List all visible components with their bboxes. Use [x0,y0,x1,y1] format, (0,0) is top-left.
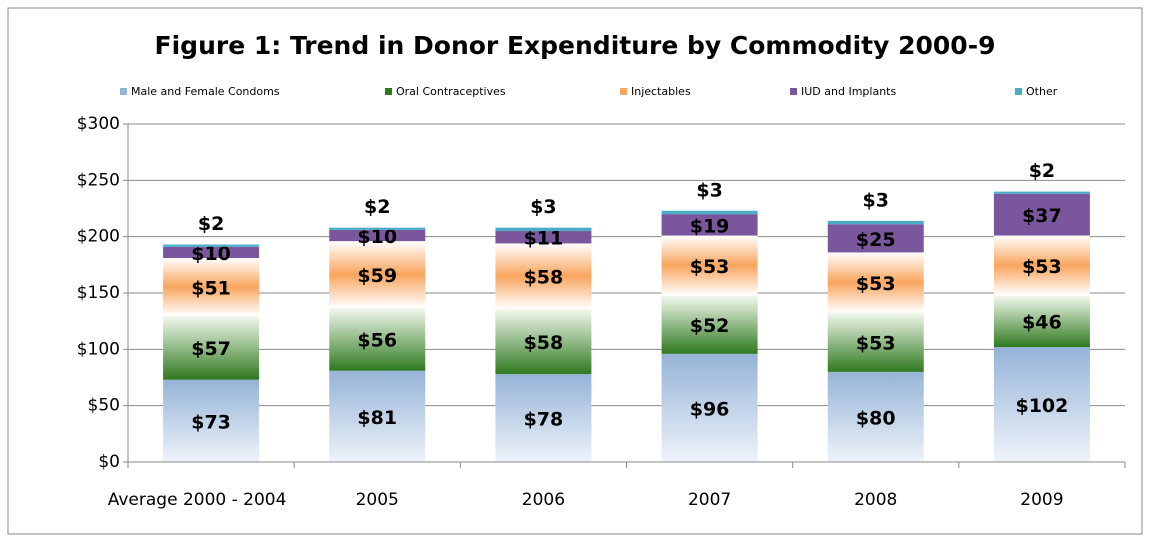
bar-segment [163,244,260,247]
y-tick-label: $0 [98,452,120,472]
bar-segment [163,258,260,316]
x-tick-label: 2005 [356,490,399,510]
bar-segment [163,379,260,462]
bar-segment [163,246,260,259]
data-label: $81 [357,407,397,429]
legend-label: IUD and Implants [801,85,896,98]
y-tick-label: $150 [77,283,120,303]
bar-segment [329,241,426,308]
data-label: $102 [1015,395,1068,417]
legend-swatch [120,88,127,95]
bar-segment [993,347,1090,462]
data-label: $73 [191,411,231,433]
data-label: $37 [1022,205,1062,227]
bar-segment [661,214,758,236]
legend-label: Injectables [631,85,691,98]
x-tick-label: 2009 [1020,490,1063,510]
bar-segment [993,235,1090,296]
x-tick-label: 2007 [688,490,731,510]
data-label: $53 [1022,256,1062,278]
bar-segment [661,353,758,462]
data-label: $3 [863,189,889,211]
bar-segment [329,370,426,462]
y-tick-label: $200 [77,227,120,247]
legend-swatch [790,88,797,95]
data-label: $25 [856,229,896,251]
data-label: $53 [690,256,730,278]
bar-segment [993,193,1090,236]
bar-segment [827,220,924,225]
data-label: $53 [856,333,896,355]
bar-segment [329,227,426,230]
data-label: $57 [191,338,231,360]
legend-swatch [1015,88,1022,95]
bar-segment [495,308,592,375]
bar-segment [827,312,924,372]
data-label: $2 [1029,160,1055,182]
bar-segment [661,210,758,215]
legend-label: Oral Contraceptives [396,85,506,98]
bar-segment [495,243,592,309]
data-label: $19 [690,215,730,237]
data-label: $51 [191,277,231,299]
data-label: $78 [524,409,564,431]
bar-segment [495,374,592,462]
bar-segment [329,307,426,371]
chart-title: Figure 1: Trend in Donor Expenditure by … [155,31,996,60]
y-tick-label: $250 [77,170,120,190]
data-label: $58 [524,332,564,354]
data-label: $53 [856,273,896,295]
data-label: $11 [524,228,564,250]
legend-label: Male and Female Condoms [131,85,280,98]
data-label: $59 [357,265,397,287]
data-label: $2 [198,213,224,235]
data-label: $56 [357,330,397,352]
data-label: $2 [364,196,390,218]
bar-segment [329,229,426,242]
legend-swatch [620,88,627,95]
data-label: $58 [524,267,564,289]
x-tick-label: 2008 [854,490,897,510]
y-tick-label: $50 [88,396,120,416]
bar-segment [163,315,260,380]
bar-segment [495,227,592,232]
x-tick-label: 2006 [522,490,565,510]
data-label: $10 [357,226,397,248]
data-label: $3 [530,196,556,218]
y-tick-label: $100 [77,339,120,359]
bar-segment [661,295,758,354]
data-label: $52 [690,315,730,337]
data-label: $80 [856,407,896,429]
x-tick-label: Average 2000 - 2004 [108,490,287,510]
data-label: $96 [690,398,730,420]
bar-segment [827,224,924,253]
legend-label: Other [1026,85,1058,98]
legend-swatch [385,88,392,95]
bar-segment [993,295,1090,348]
bar-segment [827,371,924,462]
bar-segment [495,231,592,244]
y-tick-label: $300 [77,114,120,134]
bar-segment [661,235,758,296]
data-label: $3 [696,179,722,201]
data-label: $46 [1022,312,1062,334]
bar-segment [993,191,1090,194]
data-label: $10 [191,243,231,265]
bar-segment [827,252,924,313]
